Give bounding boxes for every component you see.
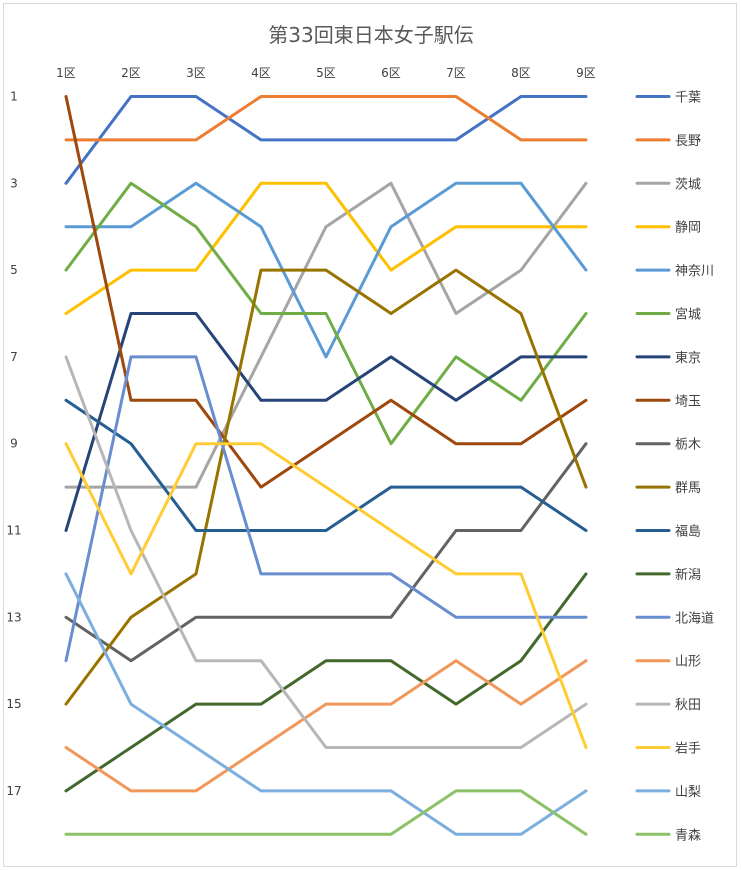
series-line-7 (64, 95, 588, 489)
series-line-16 (64, 572, 588, 836)
series-line-6 (64, 312, 588, 532)
legend-label: 秋田 (675, 698, 701, 713)
y-tick-label: 1 (10, 90, 18, 104)
y-tick-label: 3 (10, 176, 18, 190)
legend-label: 静岡 (675, 221, 701, 236)
legend-label: 岩手 (675, 742, 701, 757)
x-tick-label: 3区 (186, 66, 206, 80)
series-lines (64, 95, 588, 836)
x-tick-label: 6区 (381, 66, 401, 80)
series-line-5 (64, 181, 588, 446)
x-tick-label: 5区 (316, 66, 336, 80)
legend-label: 長野 (675, 134, 701, 149)
x-tick-label: 9区 (576, 66, 596, 80)
series-line-13 (64, 659, 588, 793)
legend-label: 新潟 (675, 567, 701, 583)
series-line-9 (64, 268, 588, 706)
series-line-8 (64, 442, 588, 663)
legend-label: 北海道 (675, 611, 714, 626)
series-line-2 (64, 181, 588, 489)
series-line-10 (64, 398, 588, 532)
legend-label: 福島 (675, 525, 701, 540)
legend-label: 栃木 (675, 438, 701, 453)
chart-frame (3, 3, 737, 867)
series-line-3 (64, 181, 588, 315)
legend-label: 宮城 (675, 307, 701, 323)
legend-label: 山梨 (675, 785, 701, 800)
x-tick-label: 4区 (251, 66, 271, 80)
x-tick-label: 1区 (56, 66, 76, 80)
series-line-12 (64, 355, 588, 663)
series-line-15 (64, 442, 588, 749)
x-tick-label: 8区 (511, 66, 531, 80)
series-line-17 (64, 789, 588, 836)
y-tick-label: 17 (6, 784, 21, 798)
y-tick-label: 9 (10, 437, 18, 451)
legend-label: 千葉 (675, 91, 701, 106)
legend-label: 東京 (675, 350, 701, 366)
legend-label: 埼玉 (675, 394, 701, 409)
series-line-1 (64, 95, 588, 142)
legend-label: 青森 (675, 828, 701, 843)
legend-label: 山形 (675, 655, 701, 670)
y-tick-label: 11 (6, 524, 21, 538)
y-tick-label: 5 (10, 263, 18, 277)
series-line-0 (64, 95, 588, 185)
chart-title: 第33回東日本女子駅伝 (268, 23, 473, 47)
series-line-4 (64, 181, 588, 359)
series-line-14 (64, 355, 588, 749)
legend-label: 茨城 (675, 177, 701, 192)
y-tick-label: 7 (10, 350, 18, 364)
y-tick-label: 13 (6, 610, 21, 624)
series-line-11 (64, 572, 588, 793)
x-axis-tick-labels: 1区 2区 3区 4区 5区 6区 7区 8区 9区 (56, 66, 596, 80)
x-tick-label: 2区 (121, 66, 141, 80)
x-tick-label: 7区 (446, 66, 466, 80)
legend-label: 群馬 (675, 481, 701, 496)
legend-label: 神奈川 (675, 264, 714, 279)
y-tick-label: 15 (6, 697, 21, 711)
